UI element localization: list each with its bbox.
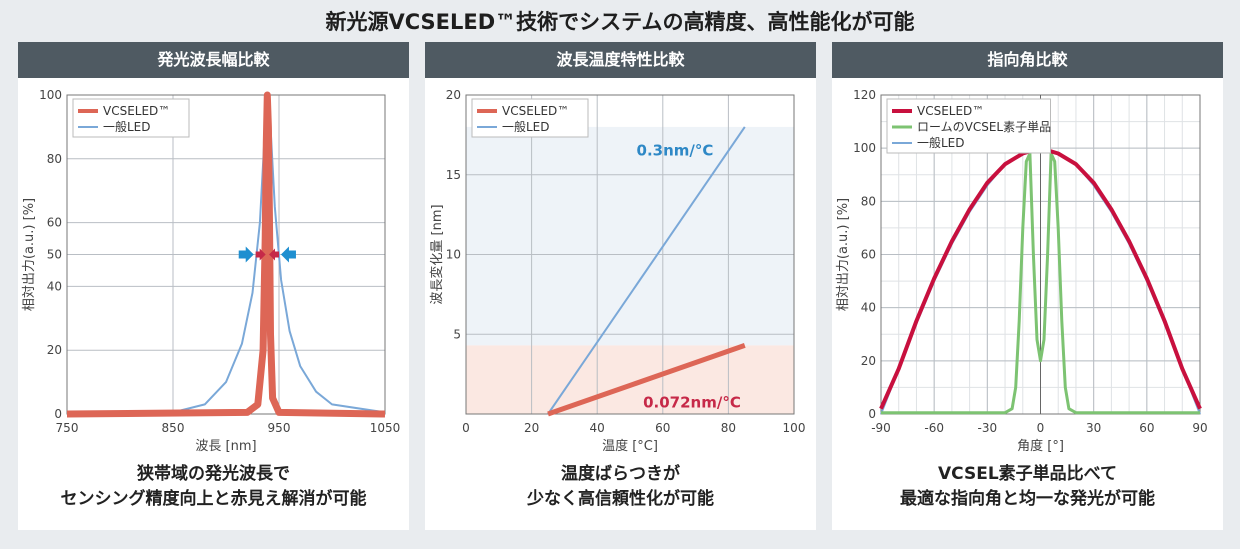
x-tick-label: -60 bbox=[924, 421, 944, 435]
legend-label: VCSELED™ bbox=[917, 104, 984, 118]
x-tick-label: 90 bbox=[1192, 421, 1207, 435]
legend-label: ロームのVCSEL素子単品 bbox=[917, 120, 1051, 134]
band-vcseled bbox=[466, 345, 794, 414]
annotation-vcseled: 0.072nm/°C bbox=[643, 394, 741, 412]
x-axis-title: 角度 [°] bbox=[1017, 438, 1064, 454]
y-tick-label: 15 bbox=[446, 168, 461, 182]
y-tick-label: 100 bbox=[39, 88, 62, 102]
panel-angle: 指向角比較 -90 -60 -30 0 30 60 90 0 20 40 60 80 100 120 角度 … bbox=[832, 42, 1223, 530]
plot-frame bbox=[465, 94, 795, 415]
annotation-general-led: 0.3nm/°C bbox=[637, 142, 714, 160]
arrow-icon bbox=[269, 248, 279, 261]
y-tick-label: 60 bbox=[47, 216, 62, 230]
y-tick-label: 80 bbox=[861, 194, 876, 208]
panel-caption: VCSEL素子単品比べて 最適な指向角と均一な発光が可能 bbox=[832, 462, 1223, 512]
y-tick-label: 60 bbox=[861, 248, 876, 262]
x-tick-label: -30 bbox=[978, 421, 998, 435]
y-axis-title: 波長変化量 [nm] bbox=[429, 204, 445, 304]
y-tick-label: 40 bbox=[861, 301, 876, 315]
x-tick-label: 950 bbox=[268, 421, 291, 435]
y-tick-label: 5 bbox=[453, 327, 461, 341]
legend-label: VCSELED™ bbox=[103, 104, 170, 118]
y-tick-label: 20 bbox=[446, 88, 461, 102]
x-axis-title: 波長 [nm] bbox=[195, 439, 256, 454]
panel-spectrum: 発光波長幅比較 750 850 950 1050 0 20 40 50 60 80 100 波長 [n… bbox=[18, 42, 409, 530]
y-tick-label: 50 bbox=[47, 248, 62, 262]
page-title: 新光源VCSELED™技術でシステムの高精度、高性能化が可能 bbox=[325, 10, 915, 34]
x-tick-label: 0 bbox=[462, 421, 470, 435]
y-tick-label: 80 bbox=[47, 152, 62, 166]
series-line-general-led bbox=[547, 126, 746, 415]
temperature-chart: 0 20 40 60 80 100 5 10 15 20 温度 [°C] 波長変化量 [nm] 0.3n… bbox=[429, 88, 806, 454]
y-tick-label: 100 bbox=[853, 141, 876, 155]
series-line-vcseled bbox=[66, 91, 386, 418]
band-general-led bbox=[466, 126, 794, 346]
legend-label: 一般LED bbox=[917, 135, 965, 150]
y-axis-title: 相対出力(a.u.) [%] bbox=[836, 198, 851, 311]
x-tick-label: 40 bbox=[590, 421, 605, 435]
legend-label: 一般LED bbox=[103, 119, 151, 134]
panel-caption: 狭帯域の発光波長で センシング精度向上と赤見え解消が可能 bbox=[18, 462, 409, 512]
caption-line: 最適な指向角と均一な発光が可能 bbox=[900, 489, 1155, 509]
panel-header: 指向角比較 bbox=[832, 42, 1223, 78]
legend-box bbox=[471, 98, 589, 138]
panel-header: 波長温度特性比較 bbox=[425, 42, 816, 78]
x-tick-label: 60 bbox=[1139, 421, 1154, 435]
legend-label: 一般LED bbox=[502, 119, 550, 134]
series-line-vcseled bbox=[547, 343, 746, 417]
x-tick-label: 80 bbox=[721, 421, 736, 435]
spectrum-chart: 750 850 950 1050 0 20 40 50 60 80 100 波長 [nm] 相対出力(a… bbox=[22, 88, 401, 454]
panel-header: 発光波長幅比較 bbox=[18, 42, 409, 78]
x-axis-title: 温度 [°C] bbox=[602, 438, 658, 454]
x-tick-label: 750 bbox=[56, 421, 79, 435]
legend-box bbox=[886, 98, 1051, 154]
y-tick-label: 0 bbox=[54, 407, 62, 421]
arrow-icon bbox=[238, 246, 254, 263]
y-tick-label: 120 bbox=[853, 88, 876, 102]
series-line-rohm-vcsel bbox=[881, 152, 1200, 415]
angle-chart: -90 -60 -30 0 30 60 90 0 20 40 60 80 100 120 角度 [°] 相対出… bbox=[836, 88, 1208, 454]
y-tick-label: 20 bbox=[861, 354, 876, 368]
x-tick-label: 100 bbox=[783, 421, 806, 435]
arrow-icon bbox=[255, 248, 266, 261]
x-tick-label: 60 bbox=[655, 421, 670, 435]
x-tick-label: 30 bbox=[1086, 421, 1101, 435]
caption-line: VCSEL素子単品比べて bbox=[938, 464, 1117, 484]
y-tick-label: 0 bbox=[868, 407, 876, 421]
panel-caption: 温度ばらつきが 少なく高信頼性化が可能 bbox=[425, 462, 816, 512]
panel-temperature: 波長温度特性比較 0 20 40 60 80 100 5 10 15 20 温度 [°C] 波長変化量… bbox=[425, 42, 816, 530]
x-tick-label: 0 bbox=[1037, 421, 1045, 435]
x-tick-label: 20 bbox=[524, 421, 539, 435]
caption-line: 狭帯域の発光波長で bbox=[137, 464, 290, 484]
x-tick-label: -90 bbox=[871, 421, 891, 435]
caption-line: センシング精度向上と赤見え解消が可能 bbox=[60, 489, 367, 509]
caption-line: 温度ばらつきが bbox=[561, 464, 680, 484]
legend-label: VCSELED™ bbox=[502, 104, 569, 118]
y-tick-label: 40 bbox=[47, 279, 62, 293]
arrow-icon bbox=[280, 246, 296, 263]
x-tick-label: 1050 bbox=[370, 421, 401, 435]
x-tick-label: 850 bbox=[162, 421, 185, 435]
caption-line: 少なく高信頼性化が可能 bbox=[527, 489, 714, 509]
legend-box bbox=[72, 98, 190, 138]
y-tick-label: 10 bbox=[446, 248, 461, 262]
y-axis-title: 相対出力(a.u.) [%] bbox=[22, 198, 37, 311]
y-tick-label: 20 bbox=[47, 343, 62, 357]
